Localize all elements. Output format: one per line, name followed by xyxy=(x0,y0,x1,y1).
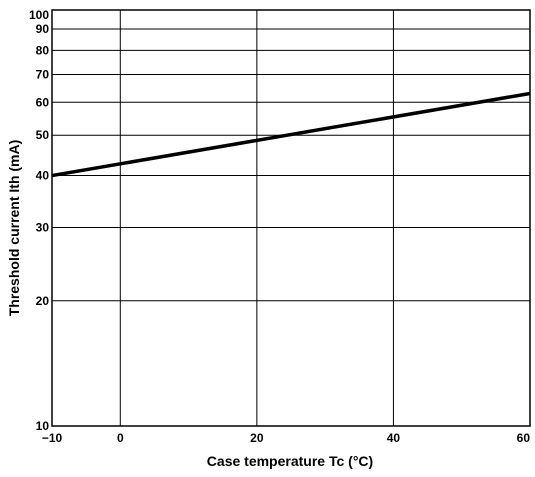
x-tick-label: 0 xyxy=(117,431,124,445)
x-tick-label: 20 xyxy=(250,431,264,445)
y-tick-label: 20 xyxy=(36,294,50,308)
plot-frame-rect xyxy=(51,9,531,427)
y-tick-label: 50 xyxy=(36,128,50,142)
y-tick-label: 60 xyxy=(36,95,50,109)
x-tick-labels: −10 0 20 40 60 xyxy=(42,431,530,445)
x-tick-label: 40 xyxy=(387,431,401,445)
series-layer xyxy=(51,91,531,178)
y-tick-label: 70 xyxy=(36,67,50,81)
series-line xyxy=(51,91,531,178)
x-axis-title: Case temperature Tc (°C) xyxy=(207,453,373,469)
plot-frame xyxy=(51,9,531,427)
x-tick-label: −10 xyxy=(42,431,63,445)
y-tick-label: 80 xyxy=(36,43,50,57)
y-tick-label: 30 xyxy=(36,221,50,235)
y-axis-title: Threshold current Ith (mA) xyxy=(6,140,22,317)
x-tick-label: 60 xyxy=(517,431,531,445)
y-tick-label: 40 xyxy=(36,169,50,183)
y-tick-label: 10 xyxy=(36,419,50,433)
y-tick-label: 90 xyxy=(36,22,50,36)
grid-layer xyxy=(52,9,530,426)
y-tick-label: 100 xyxy=(29,8,49,22)
